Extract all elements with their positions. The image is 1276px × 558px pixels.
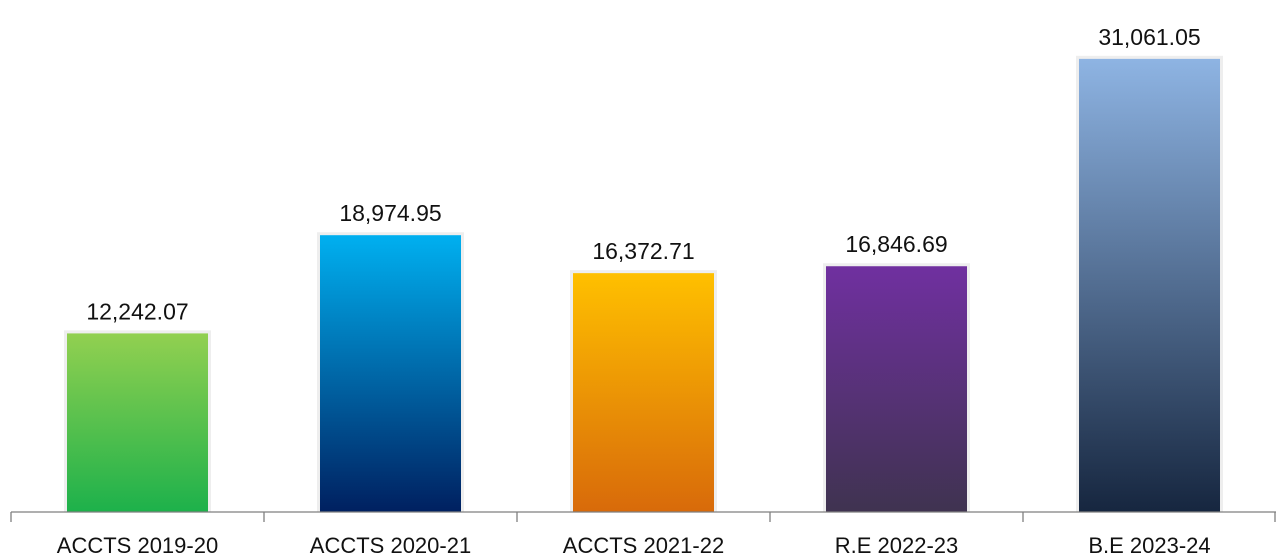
- x-tick-label: ACCTS 2019-20: [57, 533, 218, 558]
- x-tick-label: ACCTS 2020-21: [310, 533, 471, 558]
- x-axis-tick-labels: ACCTS 2019-20 ACCTS 2020-21 ACCTS 2021-22 R…: [57, 533, 1211, 558]
- bar-value-label: 16,372.71: [592, 238, 694, 264]
- x-tick-label: ACCTS 2021-22: [563, 533, 724, 558]
- x-tick-label: R.E 2022-23: [835, 533, 959, 558]
- bar-5: [1079, 58, 1220, 513]
- bar-value-label: 16,846.69: [845, 231, 947, 257]
- x-axis-ticks: [10, 512, 1276, 522]
- bars-group: [64, 55, 1223, 513]
- bar-4: [826, 266, 967, 512]
- bar-value-label: 12,242.07: [86, 298, 188, 324]
- x-tick-label: B.E 2023-24: [1088, 533, 1210, 558]
- bar-value-label: 31,061.05: [1098, 24, 1200, 50]
- bar-value-label: 18,974.95: [339, 200, 441, 226]
- value-labels-group: 12,242.07 18,974.95 16,372.71 16,846.69 31,0…: [86, 24, 1200, 325]
- bar-2: [320, 235, 461, 512]
- bar-1: [67, 333, 208, 512]
- bar-3: [573, 273, 714, 512]
